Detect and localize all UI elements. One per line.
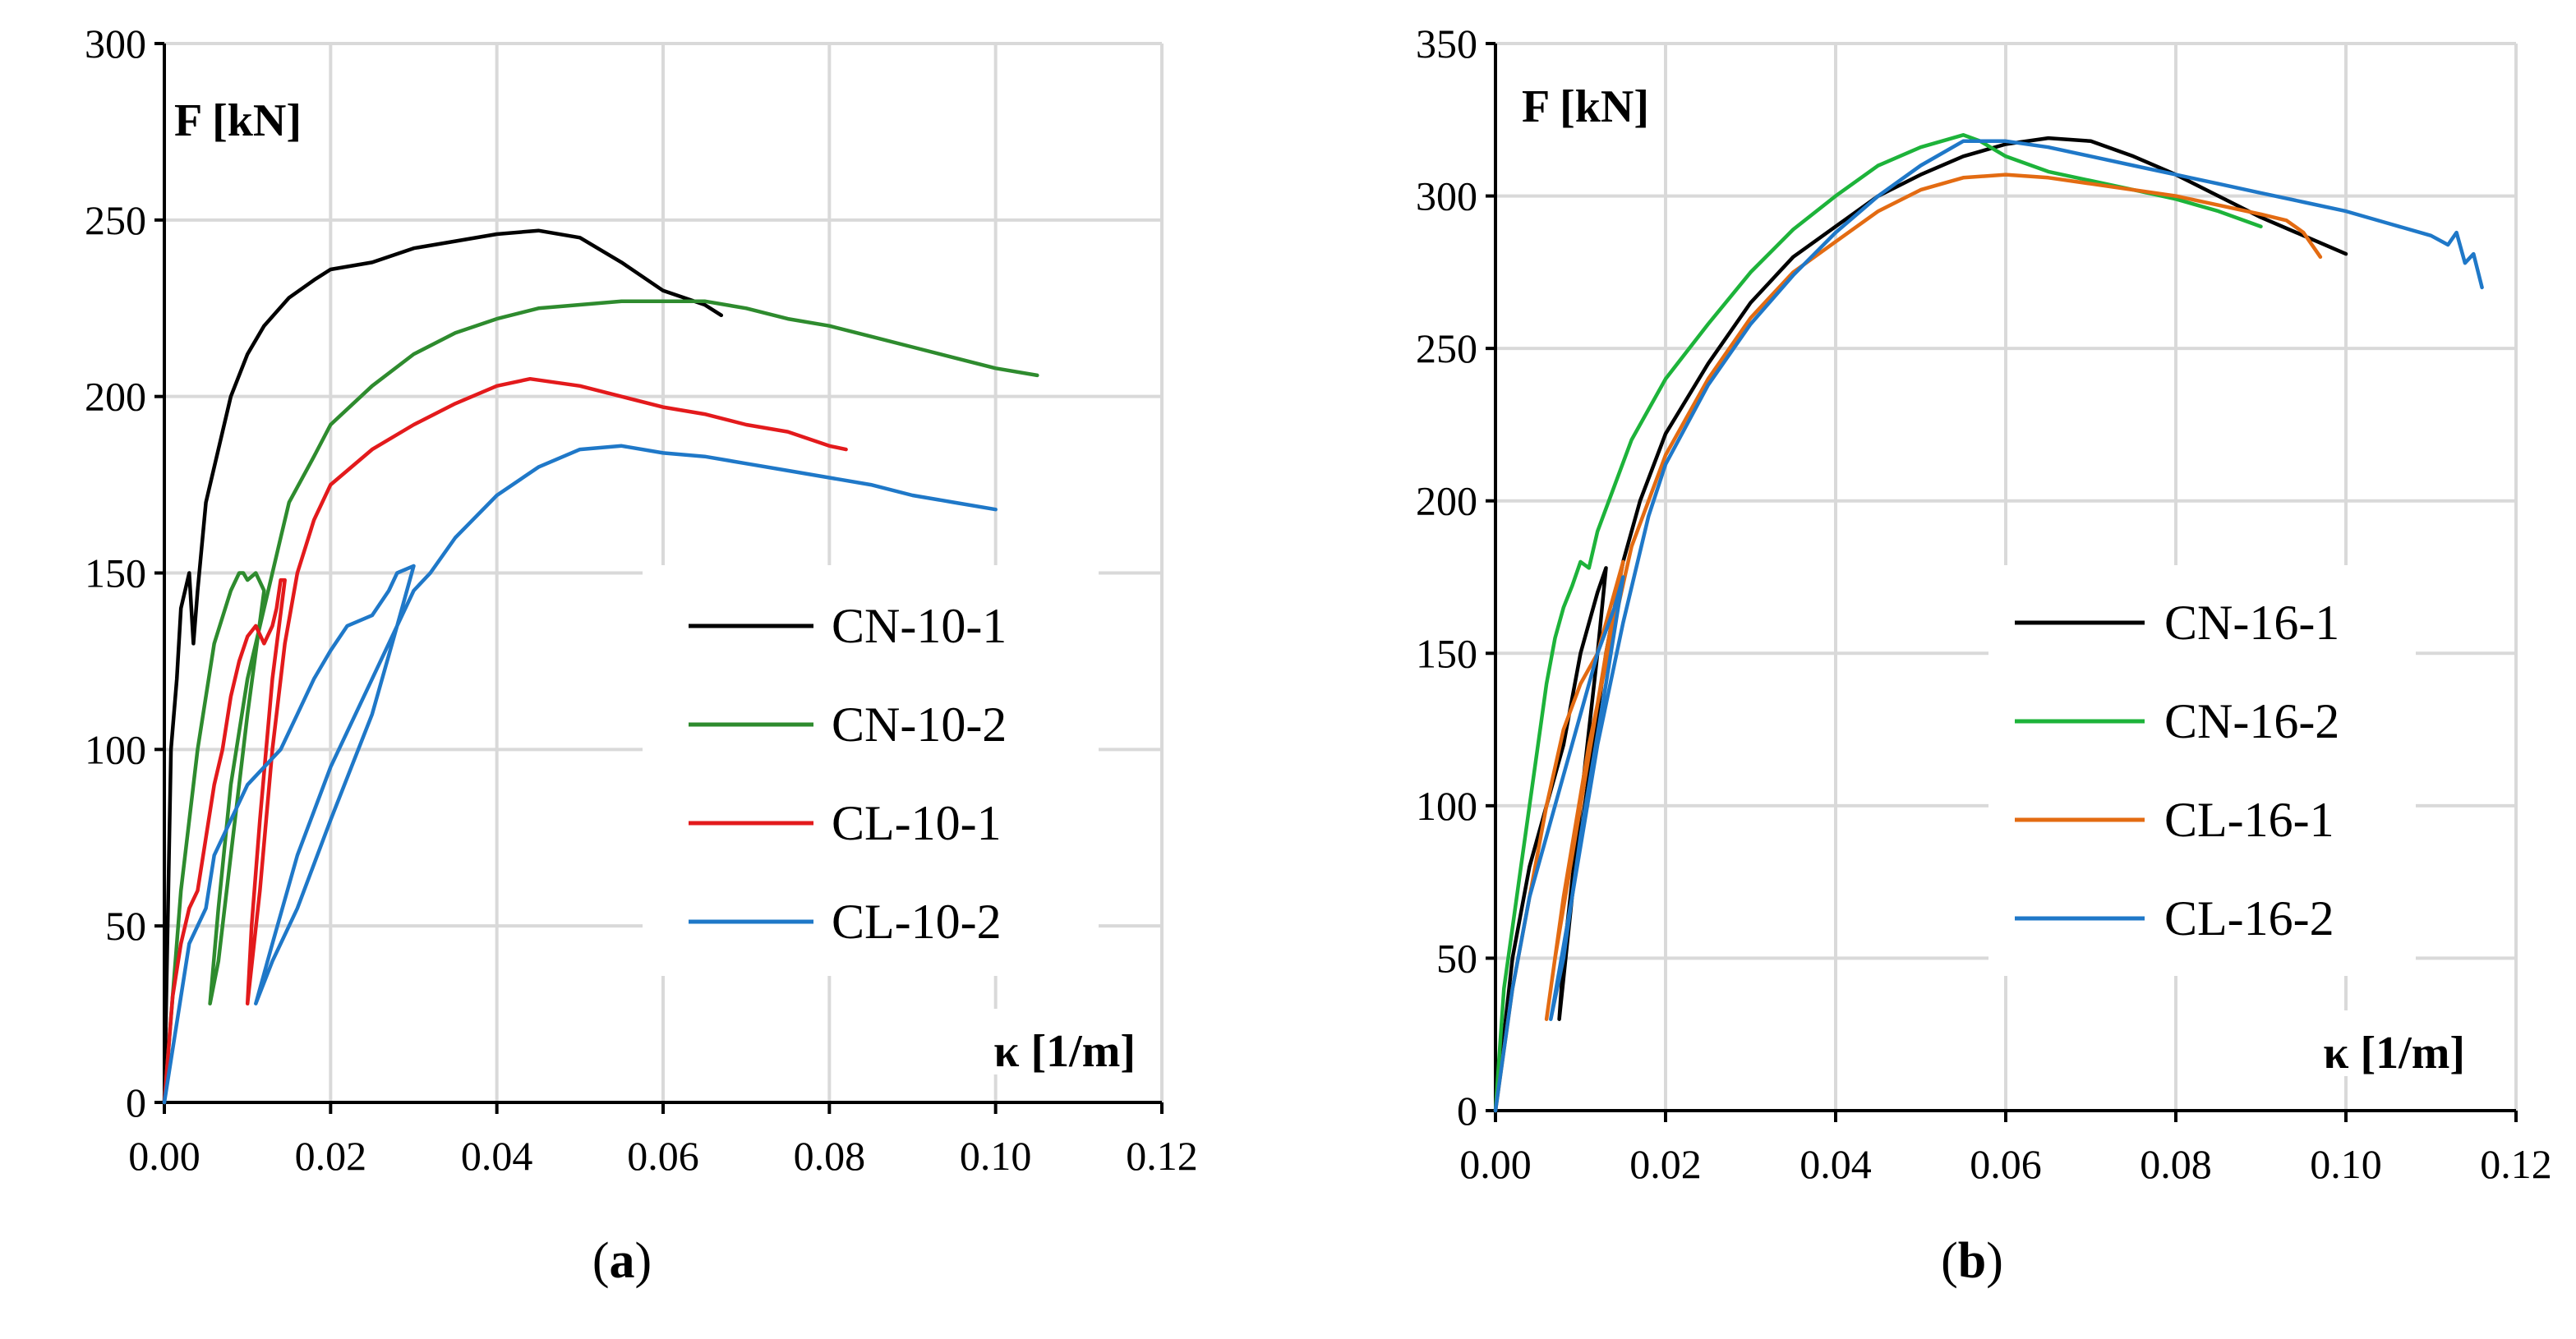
panel-caption: (a) xyxy=(592,1233,652,1289)
series-line-cn-10-2 xyxy=(162,299,1039,1105)
x-axis-label: κ [1/m] xyxy=(993,1026,1136,1077)
x-tick-label: 0.00 xyxy=(1459,1141,1532,1187)
legend-label: CN-10-2 xyxy=(832,697,1007,752)
x-tick-label: 0.04 xyxy=(461,1133,533,1179)
x-tick-label: 0.06 xyxy=(627,1133,699,1179)
panel-caption: (b) xyxy=(1941,1233,2003,1289)
y-tick-label: 200 xyxy=(1416,478,1477,524)
y-tick-label: 50 xyxy=(1436,935,1477,981)
x-axis-label: κ [1/m] xyxy=(2323,1028,2465,1079)
legend-label: CL-10-2 xyxy=(832,895,1002,949)
legend-label: CL-16-1 xyxy=(2164,793,2334,847)
panel-b: 0 50 100 150 200 250 300 350 0.00 0.02 0.04 0.06 0.0… xyxy=(1416,21,2552,1289)
y-tick-label: 350 xyxy=(1416,21,1477,67)
series-line-cl-16-2 xyxy=(1493,139,2484,1113)
y-tick-label: 100 xyxy=(1416,783,1477,829)
y-tick-label: 150 xyxy=(85,550,146,596)
x-tick-label: 0.08 xyxy=(2140,1141,2212,1187)
y-tick-label: 50 xyxy=(105,903,146,949)
y-tick-label: 250 xyxy=(1416,325,1477,371)
x-axis-label-background xyxy=(914,1009,1144,1074)
y-tick-label: 300 xyxy=(1416,173,1477,219)
series-line-cn-10-1 xyxy=(162,228,724,1105)
y-tick-label: 150 xyxy=(1416,630,1477,676)
x-tick-label: 0.12 xyxy=(2480,1141,2552,1187)
y-axis-label: F [kN] xyxy=(174,95,302,146)
y-tick-label: 0 xyxy=(126,1079,146,1125)
legend-label: CN-16-2 xyxy=(2164,694,2339,748)
legend-box xyxy=(1988,565,2416,976)
x-tick-label: 0.00 xyxy=(128,1133,200,1179)
legend-label: CN-16-1 xyxy=(2164,596,2339,650)
y-axis-label: F [kN] xyxy=(1522,81,1649,132)
x-axis-label-background xyxy=(2243,1010,2473,1076)
legend-label: CL-10-1 xyxy=(832,796,1002,850)
y-tick-label: 100 xyxy=(85,726,146,772)
series-line-cl-10-2 xyxy=(162,444,998,1105)
x-tick-label: 0.04 xyxy=(1800,1141,1872,1187)
x-tick-label: 0.02 xyxy=(295,1133,367,1179)
x-tick-label: 0.12 xyxy=(1126,1133,1198,1179)
y-tick-label: 200 xyxy=(85,374,146,420)
legend-box xyxy=(643,565,1099,976)
y-tick-label: 0 xyxy=(1457,1088,1477,1134)
x-tick-label: 0.02 xyxy=(1629,1141,1702,1187)
y-tick-label: 300 xyxy=(85,21,146,67)
x-tick-label: 0.10 xyxy=(2310,1141,2382,1187)
legend-label: CN-10-1 xyxy=(832,599,1007,653)
series-line-cn-16-1 xyxy=(1493,136,2348,1113)
x-tick-label: 0.10 xyxy=(960,1133,1032,1179)
panel-a: 0 50 100 150 200 250 300 0.00 0.02 0.04 0.06 0.08 0.… xyxy=(85,21,1198,1289)
x-tick-label: 0.06 xyxy=(1970,1141,2042,1187)
y-tick-label: 250 xyxy=(85,197,146,243)
series-line-cn-16-2 xyxy=(1493,133,2263,1113)
x-tick-label: 0.08 xyxy=(794,1133,866,1179)
legend-label: CL-16-2 xyxy=(2164,891,2334,946)
series-line-cl-10-1 xyxy=(162,376,848,1105)
